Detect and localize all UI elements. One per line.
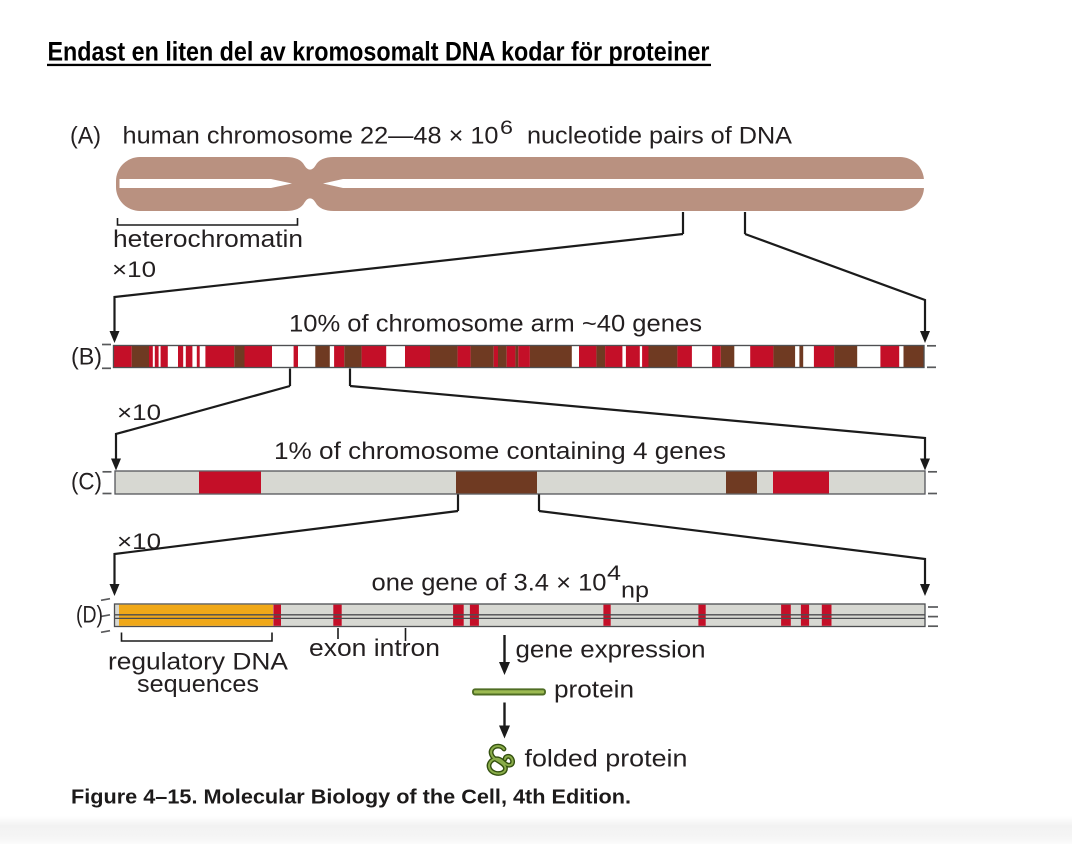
svg-text:(B): (B) xyxy=(71,344,102,371)
svg-text:human chromosome 22—48 × 10: human chromosome 22—48 × 10 xyxy=(123,123,499,150)
svg-text:heterochromatin: heterochromatin xyxy=(113,226,303,253)
svg-text:6: 6 xyxy=(500,118,513,139)
svg-text:gene expression: gene expression xyxy=(516,637,706,664)
svg-text:Endast en liten del av kromoso: Endast en liten del av kromosomalt DNA k… xyxy=(48,37,710,67)
svg-text:regulatory DNA: regulatory DNA xyxy=(108,649,289,676)
svg-text:nucleotide pairs of DNA: nucleotide pairs of DNA xyxy=(527,123,792,150)
svg-text:sequences: sequences xyxy=(137,671,259,698)
svg-text:1% of chromosome containing 4: 1% of chromosome containing 4 genes xyxy=(274,438,726,465)
svg-text:exon intron: exon intron xyxy=(309,635,440,662)
svg-text:np: np xyxy=(621,578,649,603)
svg-text:one gene of 3.4 × 10: one gene of 3.4 × 10 xyxy=(372,570,607,597)
svg-text:10% of chromosome arm ~40 gene: 10% of chromosome arm ~40 genes xyxy=(289,311,702,338)
svg-text:×10: ×10 xyxy=(117,400,161,425)
svg-text:×10: ×10 xyxy=(117,529,161,554)
svg-text:Figure 4–15. Molecular Biology: Figure 4–15. Molecular Biology of the Ce… xyxy=(71,786,631,809)
svg-text:(D): (D) xyxy=(76,602,103,629)
svg-text:folded protein: folded protein xyxy=(525,746,688,773)
svg-text:(A): (A) xyxy=(70,123,101,150)
svg-text:4: 4 xyxy=(607,562,621,585)
svg-text:×10: ×10 xyxy=(112,257,156,282)
svg-text:(C): (C) xyxy=(71,469,102,496)
svg-text:protein: protein xyxy=(554,677,634,704)
